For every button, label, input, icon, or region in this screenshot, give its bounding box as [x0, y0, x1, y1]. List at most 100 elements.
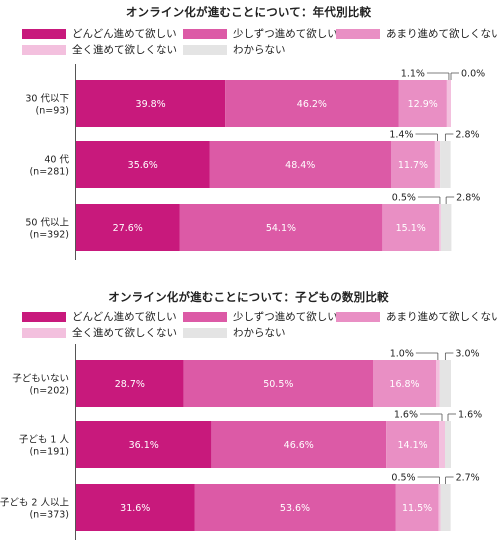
- legend-label: 全く進めて欲しくない: [72, 327, 177, 339]
- callout-label: 0.5%: [392, 193, 416, 204]
- legend-swatch: [22, 28, 66, 39]
- bar-segment-sukoshi: [183, 360, 373, 407]
- bar-chart-children: 子どもいない(n=202) 28.7% 50.5% 16.8% 1.0% 3.0% 子ども …: [0, 344, 482, 540]
- bar-segment-wakaranai: [439, 360, 451, 407]
- category-n-label: (n=93): [36, 106, 69, 117]
- legend-label: あまり進めて欲しくない: [386, 311, 497, 323]
- legend-swatch: [22, 44, 66, 55]
- data-label: 54.1%: [266, 223, 296, 234]
- bar-segment-mattaku: [438, 484, 441, 531]
- category-n-label: (n=392): [29, 230, 69, 241]
- callout-label: 1.6%: [394, 410, 418, 421]
- legend-item-amari: あまり進めて欲しくない: [336, 26, 497, 41]
- bar-segment-wakaranai: [445, 421, 451, 468]
- bar-segment-wakaranai: [440, 484, 451, 531]
- data-label: 53.6%: [280, 503, 310, 514]
- category-n-label: (n=202): [29, 386, 69, 397]
- callout-label: 1.1%: [401, 69, 425, 80]
- callout-label: 0.0%: [461, 69, 485, 80]
- data-label: 14.1%: [397, 440, 427, 451]
- data-label: 28.7%: [115, 379, 145, 390]
- legend-label: わからない: [233, 327, 286, 339]
- callout-label: 1.6%: [458, 410, 482, 421]
- bar-segment-amari: [382, 204, 439, 251]
- callout-label: 2.8%: [456, 193, 480, 204]
- legend-item-sukoshi: 少しずつ進めて欲しい: [183, 26, 338, 41]
- data-label: 31.6%: [120, 503, 150, 514]
- callout-label: 1.4%: [389, 130, 413, 141]
- data-label: 35.6%: [128, 160, 158, 171]
- legend-label: あまり進めて欲しくない: [386, 28, 497, 40]
- bar-chart-age: 30 代以下(n=93)39.8% 46.2% 12.9%1.1% 0.0%40 代(…: [25, 64, 485, 260]
- legend-item-amari: あまり進めて欲しくない: [336, 309, 497, 324]
- data-label: 46.2%: [297, 99, 327, 110]
- legend-item-sukoshi: 少しずつ進めて欲しい: [183, 309, 338, 324]
- callout-label: 2.7%: [456, 473, 480, 484]
- callout-label: 3.0%: [455, 349, 479, 360]
- data-label: 48.4%: [285, 160, 315, 171]
- legend-swatch: [183, 28, 227, 39]
- category-n-label: (n=191): [29, 447, 69, 458]
- bar-segment-amari: [395, 484, 439, 531]
- data-label: 16.8%: [389, 379, 419, 390]
- bar-segment-amari: [373, 360, 436, 407]
- legend-swatch: [183, 311, 227, 322]
- legend-item-mattaku: 全く進めて欲しくない: [22, 42, 177, 57]
- category-label: 50 代以上: [25, 218, 69, 229]
- category-label: 30 代以下: [25, 94, 69, 105]
- legend-swatch: [183, 44, 227, 55]
- legend-label: わからない: [233, 44, 286, 56]
- bar-segment-dondon: [76, 204, 180, 251]
- bar-segment-wakaranai: [440, 204, 452, 251]
- bar-segment-dondon: [76, 421, 212, 468]
- data-label: 15.1%: [396, 223, 426, 234]
- data-label: 46.6%: [284, 440, 314, 451]
- data-label: 11.5%: [402, 503, 432, 514]
- data-label: 27.6%: [113, 223, 143, 234]
- legend-item-wakaranai: わからない: [183, 42, 286, 57]
- bar-segment-sukoshi: [225, 80, 399, 127]
- bar-segment-dondon: [76, 484, 195, 531]
- bar-segment-sukoshi: [211, 421, 387, 468]
- legend-swatch: [336, 28, 380, 39]
- legend-label: 少しずつ進めて欲しい: [233, 311, 338, 323]
- bar-segment-dondon: [76, 80, 226, 127]
- category-label: 子どもいない: [12, 374, 69, 385]
- chart-title-children: オンライン化が進むことについて：子どもの数別比較: [108, 290, 389, 304]
- category-label: 40 代: [44, 155, 69, 166]
- bar-segment-mattaku: [446, 80, 451, 127]
- category-n-label: (n=373): [29, 510, 69, 521]
- legend-item-dondon: どんどん進めて欲しい: [22, 26, 177, 41]
- legend-item-mattaku: 全く進めて欲しくない: [22, 325, 177, 340]
- bar-segment-sukoshi: [194, 484, 396, 531]
- bar-segment-mattaku: [439, 421, 445, 468]
- bar-segment-mattaku: [439, 204, 441, 251]
- legend-label: どんどん進めて欲しい: [72, 311, 177, 323]
- bar-segment-mattaku: [436, 360, 440, 407]
- legend-item-dondon: どんどん進めて欲しい: [22, 309, 177, 324]
- legend-swatch: [183, 327, 227, 338]
- callout-label: 0.5%: [391, 473, 415, 484]
- data-label: 12.9%: [408, 99, 438, 110]
- bar-segment-amari: [386, 421, 439, 468]
- legend-label: 全く進めて欲しくない: [72, 44, 177, 56]
- chart-title-age: オンライン化が進むことについて：年代別比較: [125, 5, 372, 19]
- bar-segment-amari: [398, 80, 447, 127]
- bar-segment-sukoshi: [209, 141, 391, 188]
- category-n-label: (n=281): [29, 167, 69, 178]
- legend-swatch: [22, 311, 66, 322]
- bar-segment-wakaranai: [440, 141, 451, 188]
- data-label: 11.7%: [398, 160, 428, 171]
- data-label: 50.5%: [263, 379, 293, 390]
- bar-segment-dondon: [76, 141, 210, 188]
- category-label: 子ども 1 人: [19, 435, 70, 446]
- data-label: 39.8%: [136, 99, 166, 110]
- legend-swatch: [22, 327, 66, 338]
- data-label: 36.1%: [129, 440, 159, 451]
- bar-segment-mattaku: [434, 141, 441, 188]
- callout-label: 2.8%: [455, 130, 479, 141]
- callout-label: 1.0%: [390, 349, 414, 360]
- bar-segment-amari: [391, 141, 435, 188]
- legend-label: どんどん進めて欲しい: [72, 28, 177, 40]
- legend-label: 少しずつ進めて欲しい: [233, 28, 338, 40]
